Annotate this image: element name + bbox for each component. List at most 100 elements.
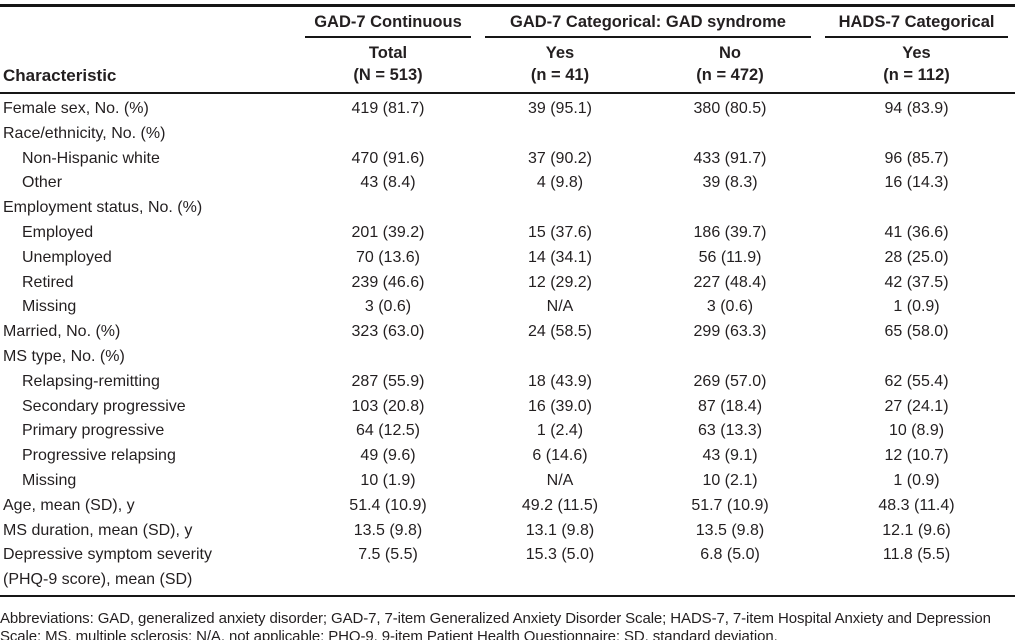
row-label: Missing [22,471,77,489]
table-row: MS duration, mean (SD), y 13.5 (9.8) 13.… [0,519,1015,544]
cell-value: 96 (85.7) [884,149,949,167]
cell-value [642,122,818,147]
header-line1: Yes [545,44,575,62]
table-row: Progressive relapsing 49 (9.6) 6 (14.6) … [0,444,1015,469]
cell-value: 10 (8.9) [888,422,945,440]
cell-value [298,196,478,221]
cell-value: 287 (55.9) [351,372,425,390]
cell-value: 18 (43.9) [527,372,593,390]
cell-value [818,345,1015,370]
cell-value: 27 (24.1) [884,397,949,415]
cell-value: 12 (10.7) [884,447,949,465]
row-label: Employed [22,223,94,241]
column-group-hads7-categorical: HADS-7 Categorical [818,6,1015,38]
column-header-hads-yes: Yes (n = 112) [818,38,1015,94]
cell-value: 1 (2.4) [536,422,584,440]
row-label: Relapsing-remitting [22,372,160,390]
row-label: Secondary progressive [22,397,186,415]
header-line2: (n = 112) [883,66,950,84]
cell-value: 94 (83.9) [884,100,949,117]
row-label: Married, No. (%) [3,323,121,341]
paper-table-figure: GAD-7 Continuous GAD-7 Categorical: GAD … [0,4,1015,640]
column-header-characteristic: Characteristic [0,38,298,94]
table-row: MS type, No. (%) [0,345,1015,370]
cell-value: 470 (91.6) [351,149,425,167]
table-row: Employment status, No. (%) [0,196,1015,221]
cell-value [818,122,1015,147]
cell-value: 64 (12.5) [355,422,421,440]
cell-value: 6 (14.6) [532,447,588,465]
table-row: Retired 239 (46.6) 12 (29.2) 227 (48.4) … [0,271,1015,296]
row-label: Missing [22,298,77,316]
cell-value: 14 (34.1) [527,248,593,266]
cell-value: 3 (0.6) [706,298,754,316]
row-label: Retired [22,273,74,291]
cell-value: 1 (0.9) [893,298,940,316]
header-line1: Total [368,44,408,62]
cell-value [478,196,642,221]
cell-value [298,122,478,147]
table-row: Other 43 (8.4) 4 (9.8) 39 (8.3) 16 (14.3… [0,171,1015,196]
cell-value: N/A [546,471,574,489]
table-row: Unemployed 70 (13.6) 14 (34.1) 56 (11.9)… [0,246,1015,271]
row-label: MS duration, mean (SD), y [3,521,193,539]
table-row: Age, mean (SD), y 51.4 (10.9) 49.2 (11.5… [0,494,1015,519]
cell-value: 16 (39.0) [527,397,593,415]
cell-value [642,196,818,221]
group-header-row: GAD-7 Continuous GAD-7 Categorical: GAD … [0,6,1015,39]
table-row: Missing 10 (1.9) N/A 10 (2.1) 1 (0.9) [0,469,1015,494]
cell-value: 12.1 (9.6) [882,521,951,539]
table-row: Race/ethnicity, No. (%) [0,122,1015,147]
cell-value: 7.5 (5.5) [298,543,478,597]
cell-value: 13.1 (9.8) [525,521,595,539]
cell-value: 13.5 (9.8) [353,521,423,539]
row-label: Race/ethnicity, No. (%) [3,124,166,142]
column-header-total: Total (N = 513) [298,38,478,94]
cell-value: 380 (80.5) [693,100,767,117]
cell-value: 49 (9.6) [360,447,416,465]
table-body: Female sex, No. (%) 419 (81.7) 39 (95.1)… [0,93,1015,597]
header-corner-cell [0,6,298,39]
header-line2: (N = 513) [353,66,423,84]
cell-value [478,345,642,370]
cell-value: 433 (91.7) [693,149,767,167]
cell-value: 56 (11.9) [698,248,762,266]
cell-value: 1 (0.9) [893,471,940,489]
table-row: Employed 201 (39.2) 15 (37.6) 186 (39.7)… [0,221,1015,246]
cell-value: 24 (58.5) [527,323,593,341]
cell-value: 49.2 (11.5) [521,496,599,514]
table-row: Missing 3 (0.6) N/A 3 (0.6) 1 (0.9) [0,295,1015,320]
column-group-gad7-categorical: GAD-7 Categorical: GAD syndrome [478,6,818,38]
cell-value: 41 (36.6) [884,223,949,241]
cell-value: 239 (46.6) [351,273,425,291]
cell-value: 227 (48.4) [693,273,767,291]
cell-value: 6.8 (5.0) [642,543,819,597]
cell-value: 201 (39.2) [351,223,425,241]
group-label: GAD-7 Categorical: GAD syndrome [485,12,812,38]
header-line2: (n = 41) [530,66,590,84]
cell-value: 299 (63.3) [693,323,767,341]
table-row: Depressive symptom severity (PHQ-9 score… [0,543,1015,597]
column-group-gad7-continuous: GAD-7 Continuous [298,6,478,38]
cell-value: N/A [546,298,574,316]
cell-value: 4 (9.8) [536,174,584,192]
cell-value: 419 (81.7) [351,100,425,117]
cell-value: 65 (58.0) [884,323,949,341]
table-row: Relapsing-remitting 287 (55.9) 18 (43.9)… [0,370,1015,395]
row-label: Progressive relapsing [22,447,176,465]
row-label: MS type, No. (%) [3,347,125,365]
row-label: Employment status, No. (%) [3,199,203,217]
cell-value: 186 (39.7) [693,223,767,241]
cell-value: 269 (57.0) [693,372,767,390]
cell-value [642,345,818,370]
column-header-gad-yes: Yes (n = 41) [478,38,642,94]
table-header: GAD-7 Continuous GAD-7 Categorical: GAD … [0,6,1015,94]
cell-value: 13.5 (9.8) [695,521,765,539]
cell-value: 70 (13.6) [355,248,421,266]
group-label: GAD-7 Continuous [305,12,471,38]
cell-value: 10 (1.9) [360,471,416,489]
abbreviations-footnote: Abbreviations: GAD, generalized anxiety … [0,609,991,640]
cell-value: 28 (25.0) [884,248,949,266]
cell-value: 39 (8.3) [702,174,758,192]
cell-value: 43 (8.4) [360,174,416,192]
